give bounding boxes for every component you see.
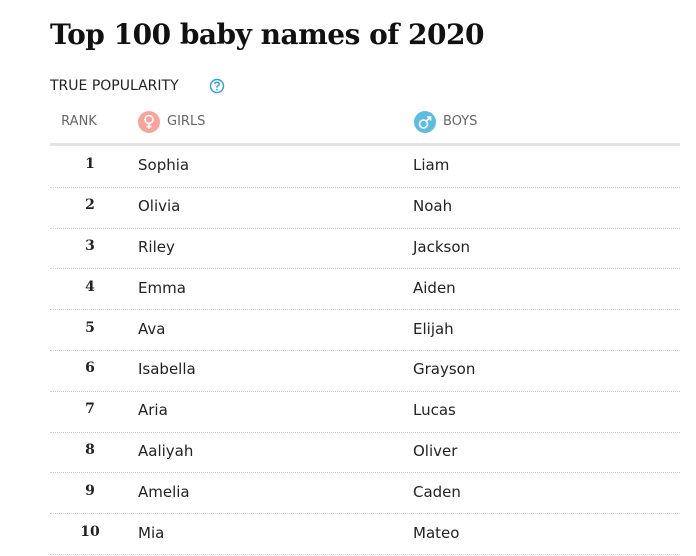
boy-name: Aiden bbox=[413, 278, 456, 297]
boy-name: Grayson bbox=[413, 360, 476, 379]
row-separator bbox=[50, 268, 680, 270]
page-title: Top 100 baby names of 2020 bbox=[50, 18, 485, 51]
rank-cell: 3 bbox=[85, 238, 95, 254]
row-separator bbox=[50, 513, 680, 515]
girl-name: Aaliyah bbox=[138, 442, 194, 460]
row-separator bbox=[50, 227, 680, 229]
boy-name: Mateo bbox=[413, 523, 460, 542]
rank-cell: 4 bbox=[85, 278, 95, 295]
boy-name: Lucas bbox=[413, 401, 456, 420]
row-separator bbox=[50, 186, 680, 188]
column-header: RANK bbox=[61, 114, 97, 129]
rank-cell: 5 bbox=[85, 319, 95, 336]
girl-name: Mia bbox=[138, 523, 165, 542]
girl-icon bbox=[138, 111, 160, 133]
rank-cell: 6 bbox=[85, 360, 95, 377]
column-header: BOYS bbox=[443, 114, 478, 129]
row-separator bbox=[50, 431, 680, 433]
boy-name: Noah bbox=[413, 197, 453, 216]
row-separator bbox=[50, 472, 680, 474]
girl-name: Ava bbox=[138, 319, 166, 338]
row-separator bbox=[50, 350, 680, 351]
row-separator bbox=[50, 390, 680, 392]
rank-cell: 2 bbox=[85, 197, 95, 214]
girl-name: Emma bbox=[138, 278, 186, 297]
boy-name: Jackson bbox=[413, 238, 471, 256]
boy-name: Caden bbox=[413, 482, 461, 501]
column-header: GIRLS bbox=[167, 114, 206, 129]
boy-name: Liam bbox=[413, 156, 450, 175]
boy-icon bbox=[414, 111, 436, 133]
girl-name: Amelia bbox=[138, 482, 190, 501]
subtitle: TRUE POPULARITY bbox=[50, 78, 179, 94]
boy-name: Oliver bbox=[413, 442, 458, 460]
girl-name: Riley bbox=[138, 238, 175, 256]
girl-name: Olivia bbox=[138, 197, 181, 216]
girl-name: Sophia bbox=[138, 156, 190, 175]
boy-name: Elijah bbox=[413, 319, 454, 338]
row-separator bbox=[50, 309, 680, 311]
row-separator bbox=[50, 554, 680, 555]
rank-cell: 7 bbox=[85, 401, 95, 418]
header-rule bbox=[50, 143, 680, 146]
rank-cell: 10 bbox=[80, 523, 100, 540]
rank-cell: 8 bbox=[85, 442, 95, 458]
girl-name: Aria bbox=[138, 401, 168, 420]
rank-cell: 9 bbox=[85, 482, 95, 499]
help-icon[interactable] bbox=[209, 78, 225, 94]
rank-cell: 1 bbox=[85, 156, 95, 173]
girl-name: Isabella bbox=[138, 360, 196, 379]
